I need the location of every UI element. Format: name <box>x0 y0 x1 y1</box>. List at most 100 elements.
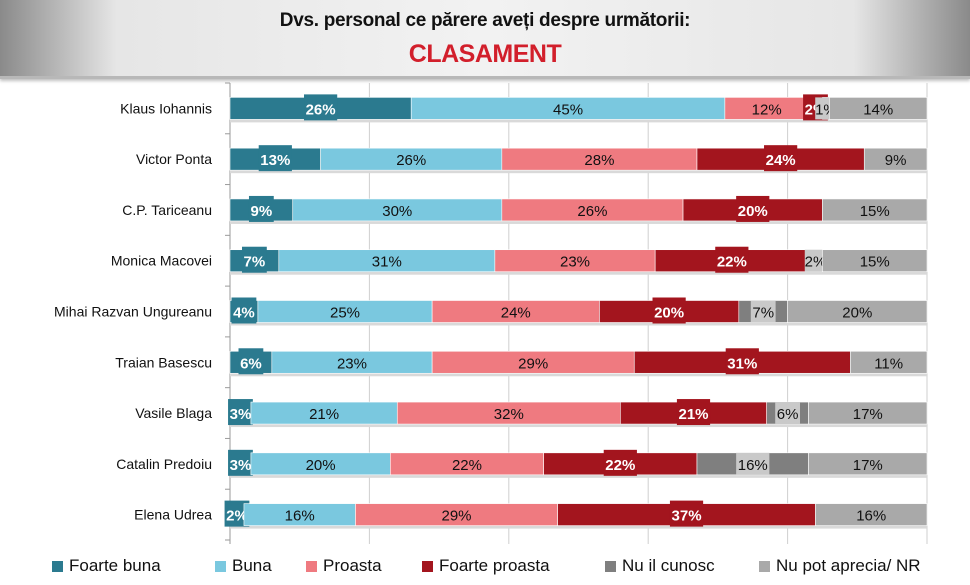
data-label-box <box>228 449 253 476</box>
data-label-box <box>750 300 776 323</box>
data-label: 23% <box>560 254 590 271</box>
data-label-box <box>715 246 749 273</box>
data-label-box <box>725 348 759 375</box>
data-label: 20% <box>738 203 768 220</box>
bar-segment <box>808 452 928 476</box>
category-label: C.P. Tariceanu <box>122 202 212 218</box>
data-label: 11% <box>874 355 903 372</box>
category-label: Elena Udrea <box>134 507 212 523</box>
data-label: 20% <box>306 457 336 474</box>
data-label-box <box>238 348 264 375</box>
legend: Foarte buna Buna Proasta Foarte proasta Nu i… <box>0 556 970 582</box>
data-label-box <box>304 94 338 121</box>
chart-subtitle: CLASAMENT <box>408 40 562 68</box>
bar-segment <box>850 350 928 374</box>
category-labels: Klaus Iohannis Victor Ponta C.P. Tariceanu… <box>54 100 212 522</box>
data-label: 17% <box>853 457 883 474</box>
data-label: 16% <box>856 508 886 525</box>
data-label-box <box>804 249 827 272</box>
legend-swatch <box>215 560 226 572</box>
data-label: 13% <box>260 152 290 169</box>
data-label: 7% <box>752 305 774 322</box>
chart-title: Dvs. personal ce părere aveți despre urm… <box>279 10 691 31</box>
data-label-box <box>228 399 253 426</box>
bar-segment <box>829 97 928 120</box>
data-label: 6% <box>777 406 799 423</box>
data-label: 15% <box>860 203 890 220</box>
bar-segment <box>808 401 928 425</box>
legend-label: Buna <box>232 556 272 575</box>
data-label: 26% <box>396 152 426 169</box>
bar-segment <box>822 198 928 222</box>
legend-swatch <box>605 560 616 572</box>
data-label-box <box>775 402 800 425</box>
data-label: 2% <box>226 508 248 525</box>
data-label: 4% <box>233 305 255 322</box>
data-label: 26% <box>306 101 336 118</box>
data-label-box <box>231 297 257 324</box>
data-label: 31% <box>727 355 757 372</box>
data-label: 16% <box>738 457 768 474</box>
data-label: 31% <box>372 254 402 271</box>
data-label-box <box>603 449 637 476</box>
bar-segment <box>787 300 928 323</box>
category-label: Mihai Razvan Ungureanu <box>54 304 212 320</box>
category-label: Catalin Predoiu <box>116 456 212 472</box>
data-label: 29% <box>442 508 472 525</box>
data-label: 9% <box>251 203 273 220</box>
legend-label: Nu il cunosc <box>622 556 715 575</box>
legend-swatch <box>422 560 433 572</box>
data-label: 29% <box>518 355 548 372</box>
category-label: Klaus Iohannis <box>120 100 212 116</box>
data-label: 21% <box>678 406 708 423</box>
data-label: 22% <box>452 457 482 474</box>
legend-swatch <box>306 560 317 572</box>
legend-item: Foarte buna <box>52 556 161 576</box>
data-label: 32% <box>494 406 524 423</box>
bar-segment <box>822 249 928 273</box>
bars: 26%45%12%2%1%14%13%26%28%24%9%9%30%26%20… <box>224 94 928 529</box>
data-label: 24% <box>501 305 531 322</box>
data-label: 22% <box>717 254 747 271</box>
data-label: 17% <box>853 406 883 423</box>
legend-label: Nu pot aprecia/ NR <box>776 556 921 575</box>
legend-item: Foarte proasta <box>422 556 550 576</box>
data-label: 6% <box>240 355 262 372</box>
legend-item: Buna <box>215 556 272 576</box>
data-label: 24% <box>766 152 796 169</box>
data-label-box <box>652 297 686 324</box>
chart-header: Dvs. personal ce părere aveți despre urm… <box>0 0 970 79</box>
data-label: 2% <box>805 254 827 271</box>
category-label: Monica Macovei <box>111 253 212 269</box>
data-label: 23% <box>337 355 367 372</box>
data-label: 12% <box>752 101 782 118</box>
category-label: Vasile Blaga <box>135 405 212 421</box>
legend-item: Proasta <box>306 556 382 576</box>
category-label: Traian Basescu <box>115 354 212 370</box>
legend-swatch <box>759 560 770 572</box>
legend-item: Nu il cunosc <box>605 556 715 576</box>
data-label: 25% <box>330 305 360 322</box>
bar-segment <box>863 147 928 171</box>
data-label: 45% <box>553 101 583 118</box>
data-label-box <box>736 195 770 222</box>
legend-label: Proasta <box>323 556 382 575</box>
bar-segment <box>815 503 928 526</box>
legend-swatch <box>52 560 63 572</box>
data-label: 15% <box>860 254 890 271</box>
data-label: 26% <box>577 203 607 220</box>
data-label: 14% <box>863 101 893 118</box>
data-label: 37% <box>672 508 702 525</box>
data-label-box <box>258 145 292 172</box>
data-label-box <box>669 500 704 527</box>
data-label: 9% <box>885 152 907 169</box>
data-label: 3% <box>230 457 252 474</box>
data-label-box <box>241 246 267 273</box>
data-label: 7% <box>244 254 266 271</box>
data-label: 21% <box>309 406 339 423</box>
data-label: 16% <box>285 508 315 525</box>
data-label: 28% <box>584 152 614 169</box>
data-label: 30% <box>382 203 412 220</box>
data-label: 20% <box>842 305 872 322</box>
